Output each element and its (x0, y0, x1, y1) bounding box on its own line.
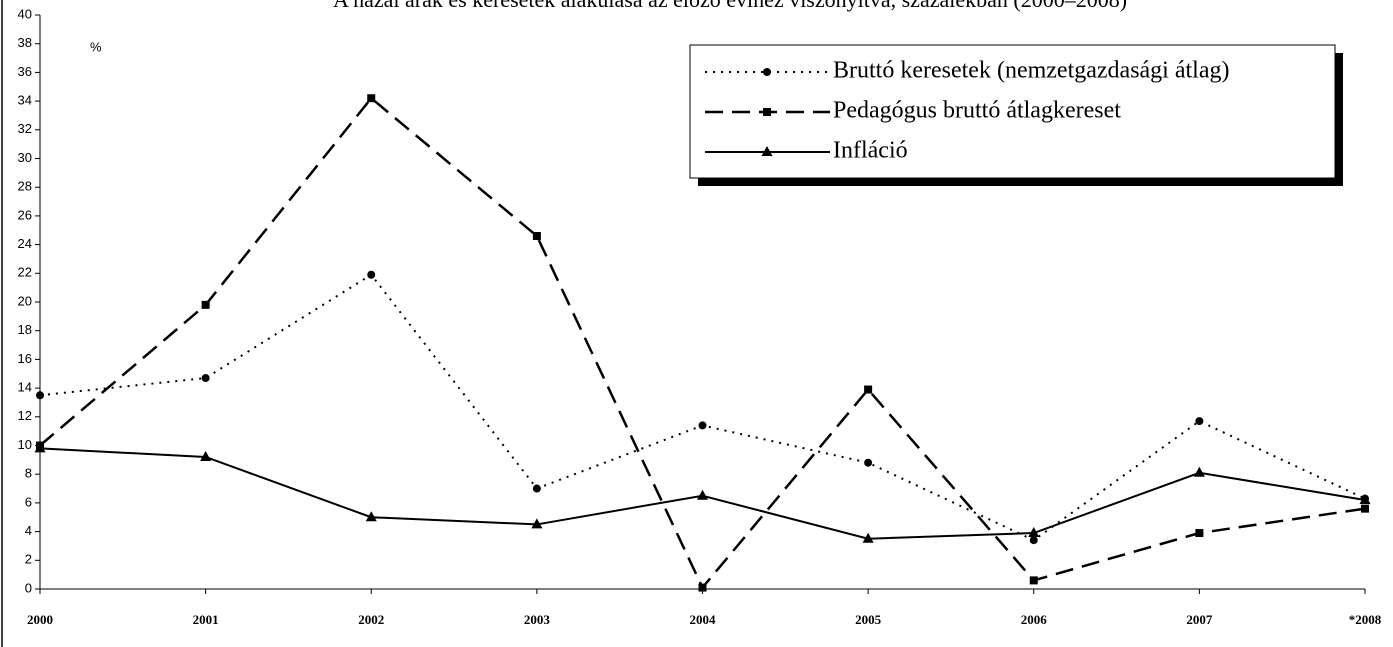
marker (864, 458, 873, 467)
x-tick-label: 2005 (855, 612, 882, 627)
y-tick-label: 14 (18, 380, 32, 395)
marker (698, 583, 707, 592)
legend-label: Pedagógus bruttó átlagkereset (833, 98, 1121, 124)
marker (1195, 417, 1204, 426)
y-tick-label: 2 (25, 552, 32, 567)
y-tick-label: 28 (18, 179, 32, 194)
y-tick-label: 26 (18, 207, 32, 222)
y-tick-label: 34 (18, 93, 32, 108)
y-tick-label: 16 (18, 351, 32, 366)
marker (1029, 536, 1038, 545)
legend-label: Bruttó keresetek (nemzetgazdasági átlag) (833, 58, 1229, 84)
marker (367, 94, 376, 103)
marker (532, 484, 541, 493)
y-tick-label: 36 (18, 64, 32, 79)
marker (531, 518, 543, 529)
marker (201, 300, 210, 309)
y-tick-label: 20 (18, 293, 32, 308)
y-tick-label: 8 (25, 466, 32, 481)
marker (1193, 466, 1205, 477)
chart-title: A hazai árak és keresetek alakulása az e… (333, 0, 1127, 12)
y-tick-label: 4 (25, 523, 32, 538)
marker (697, 489, 708, 500)
legend-label: Infláció (833, 138, 908, 164)
marker (763, 108, 771, 116)
x-tick-label: 2004 (690, 612, 717, 627)
y-tick-label: 10 (18, 437, 32, 452)
marker (1029, 576, 1038, 585)
y-tick-label: 22 (18, 265, 32, 280)
marker (763, 68, 771, 76)
y-tick-label: 6 (25, 494, 32, 509)
marker (36, 391, 44, 400)
marker (34, 442, 46, 453)
x-tick-label: 2002 (358, 612, 384, 627)
marker (200, 450, 212, 461)
y-tick-label: 12 (18, 408, 32, 423)
marker (1028, 527, 1040, 538)
x-tick-label: 2001 (193, 612, 219, 627)
x-tick-label: 2000 (27, 612, 53, 627)
y-tick-label: 40 (18, 6, 32, 21)
y-tick-label: 32 (18, 121, 32, 136)
marker (862, 532, 874, 543)
marker (365, 511, 377, 522)
x-tick-label: 2006 (1021, 612, 1048, 627)
marker (532, 231, 541, 240)
marker (761, 146, 773, 156)
marker (1361, 504, 1369, 513)
marker (201, 374, 210, 383)
x-tick-label: 2003 (524, 612, 551, 627)
y-unit: % (90, 39, 102, 54)
y-tick-label: 18 (18, 322, 32, 337)
marker (698, 421, 707, 430)
y-tick-label: 38 (18, 35, 32, 50)
y-tick-label: 30 (18, 150, 32, 165)
y-tick-label: 24 (18, 236, 32, 251)
y-tick-label: 0 (25, 580, 32, 595)
x-tick-label: 2007 (1186, 612, 1213, 627)
marker (1195, 529, 1204, 538)
x-tick-label: *2008 (1349, 612, 1382, 627)
marker (367, 270, 376, 279)
marker (1359, 494, 1371, 505)
marker (864, 385, 873, 394)
